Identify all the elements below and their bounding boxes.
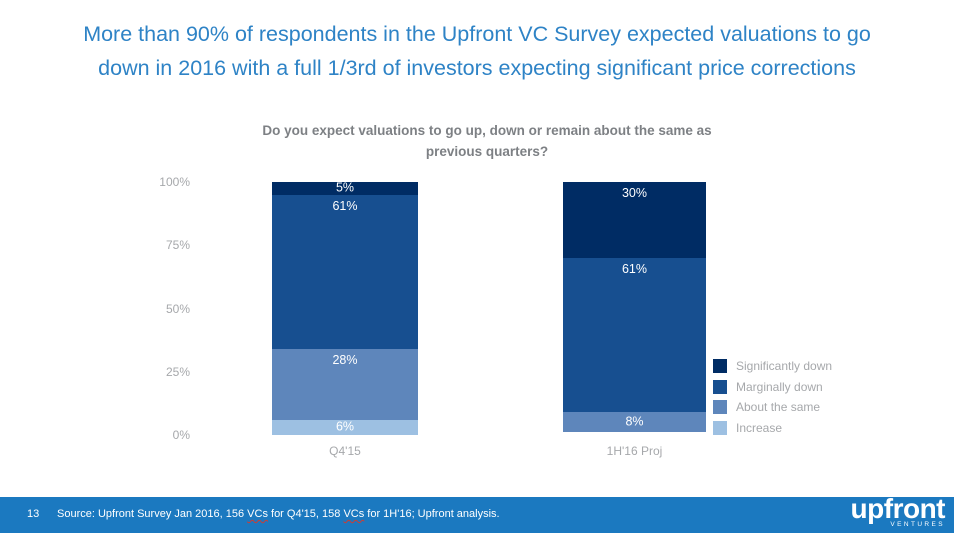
legend-swatch: [713, 420, 727, 435]
legend-label: Marginally down: [736, 379, 823, 394]
bar-segment-significantly-down: 5%: [272, 182, 418, 195]
y-tick-label: 100%: [159, 175, 190, 189]
data-label: 61%: [621, 261, 648, 276]
bar-segment-marginally-down: 61%: [563, 257, 706, 413]
data-label: 28%: [332, 352, 358, 367]
legend-swatch: [713, 400, 727, 414]
source-part-vcs: VCs: [343, 508, 365, 520]
x-tick-label: 1H'16 Proj: [606, 444, 663, 458]
bar-q4-15: 5% 61% 28% 6%: [272, 182, 418, 435]
chart-title-line-1: Do you expect valuations to go up, down …: [262, 123, 712, 138]
x-tick-label: Q4'15: [329, 444, 361, 458]
legend: Significantly down Marginally down About t…: [713, 359, 832, 441]
source-part: Source: Upfront Survey Jan 2016, 156: [57, 508, 248, 520]
legend-item: Increase: [713, 420, 832, 435]
legend-item: Marginally down: [713, 379, 832, 394]
legend-swatch: [713, 359, 727, 373]
data-label: 8%: [625, 415, 644, 430]
chart-title-line-2: previous quarters?: [425, 144, 549, 159]
source-part-vcs: VCs: [247, 508, 268, 520]
bar-1h-16-proj: 30% 61% 8%: [563, 182, 706, 433]
source-part: for 1H'16; Upfront analysis.: [364, 508, 500, 520]
slide-title-line-2: down in 2016 with a full 1/3rd of invest…: [98, 56, 856, 80]
data-label: 6%: [335, 420, 355, 435]
legend-label: Increase: [736, 420, 783, 435]
bar-segment-increase: 6%: [272, 419, 418, 435]
data-label: 5%: [335, 182, 355, 195]
bar-segment-about-the-same: 28%: [272, 348, 418, 420]
data-label: 30%: [621, 186, 648, 200]
upfront-logo-wordmark: upfront: [850, 493, 946, 524]
chart-title: Do you expect valuations to go up, down …: [167, 120, 807, 162]
data-label: 61%: [332, 198, 358, 213]
upfront-logo-ventures: VENTURES: [890, 521, 945, 528]
legend-label: About the same: [736, 400, 821, 414]
bar-segment-marginally-down: 61%: [272, 194, 418, 349]
y-tick-label: 0%: [172, 428, 190, 442]
y-tick-label: 25%: [165, 364, 190, 379]
source-part: for Q4'15, 158: [267, 508, 344, 520]
y-tick-label: 75%: [165, 238, 190, 253]
page-number: 13: [27, 508, 40, 520]
slide-title: More than 90% of respondents in the Upfr…: [0, 17, 954, 85]
source-text: Source: Upfront Survey Jan 2016, 156 VCs…: [57, 508, 500, 520]
legend-item: Significantly down: [713, 359, 832, 373]
legend-item: About the same: [713, 400, 832, 414]
footer: 13 Source: Upfront Survey Jan 2016, 156 …: [0, 493, 954, 533]
y-axis: 100% 75% 50% 25% 0%: [0, 175, 190, 442]
legend-swatch: [713, 379, 727, 394]
legend-label: Significantly down: [736, 359, 833, 373]
upfront-logo: upfront VENTURES: [850, 493, 946, 529]
slide-title-line-1: More than 90% of respondents in the Upfr…: [83, 22, 871, 46]
y-tick-label: 50%: [165, 301, 190, 316]
bar-segment-significantly-down: 30%: [563, 182, 706, 258]
bar-segment-about-the-same: 8%: [563, 412, 706, 433]
